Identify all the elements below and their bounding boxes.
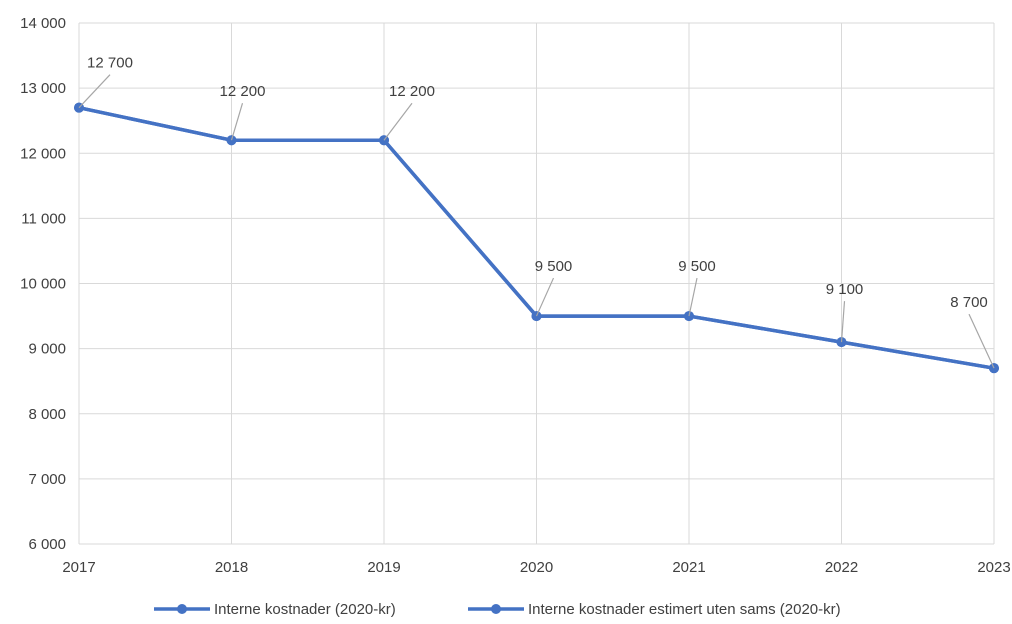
data-label: 12 200 <box>220 83 266 100</box>
data-label-leader <box>968 313 995 369</box>
grid <box>78 22 995 545</box>
legend-label: Interne kostnader estimert uten sams (20… <box>528 601 841 618</box>
data-label: 8 700 <box>950 294 988 311</box>
data-label: 9 500 <box>535 258 573 275</box>
legend-swatch-marker <box>491 604 501 614</box>
x-axis-tick-labels: 2017 2018 2019 2020 2021 2022 2023 <box>62 559 1010 576</box>
legend-swatch-marker <box>177 604 187 614</box>
y-tick-label: 7 000 <box>28 471 66 488</box>
data-label-leader <box>535 277 555 317</box>
data-label: 12 200 <box>389 83 435 100</box>
x-tick-label: 2023 <box>977 559 1010 576</box>
x-tick-label: 2020 <box>520 559 553 576</box>
data-labels: 12 700 12 200 12 200 9 500 9 500 9 100 8 700 <box>78 55 995 369</box>
data-label: 9 100 <box>826 281 864 298</box>
data-label-leader <box>230 103 244 141</box>
x-tick-label: 2018 <box>215 559 248 576</box>
data-label-leader <box>840 301 846 343</box>
data-label: 12 700 <box>87 55 133 72</box>
y-tick-label: 12 000 <box>20 145 66 162</box>
legend: Interne kostnader (2020-kr) Interne kostn… <box>154 601 841 618</box>
data-label-leader <box>78 74 111 109</box>
y-tick-label: 6 000 <box>28 536 66 553</box>
legend-label: Interne kostnader (2020-kr) <box>214 601 396 618</box>
data-label-leader <box>688 277 698 317</box>
x-tick-label: 2021 <box>672 559 705 576</box>
y-tick-label: 14 000 <box>20 15 66 32</box>
x-tick-label: 2019 <box>367 559 400 576</box>
y-axis-tick-labels: 6 000 7 000 8 000 9 000 10 000 11 000 12 000 13… <box>20 15 66 553</box>
y-tick-label: 8 000 <box>28 406 66 423</box>
y-tick-label: 13 000 <box>20 80 66 97</box>
y-tick-label: 11 000 <box>21 210 66 227</box>
y-tick-label: 10 000 <box>20 276 66 293</box>
data-label: 9 500 <box>678 258 716 275</box>
data-label-leader <box>383 102 413 141</box>
x-tick-label: 2022 <box>825 559 858 576</box>
x-tick-label: 2017 <box>62 559 95 576</box>
y-tick-label: 9 000 <box>28 341 66 358</box>
